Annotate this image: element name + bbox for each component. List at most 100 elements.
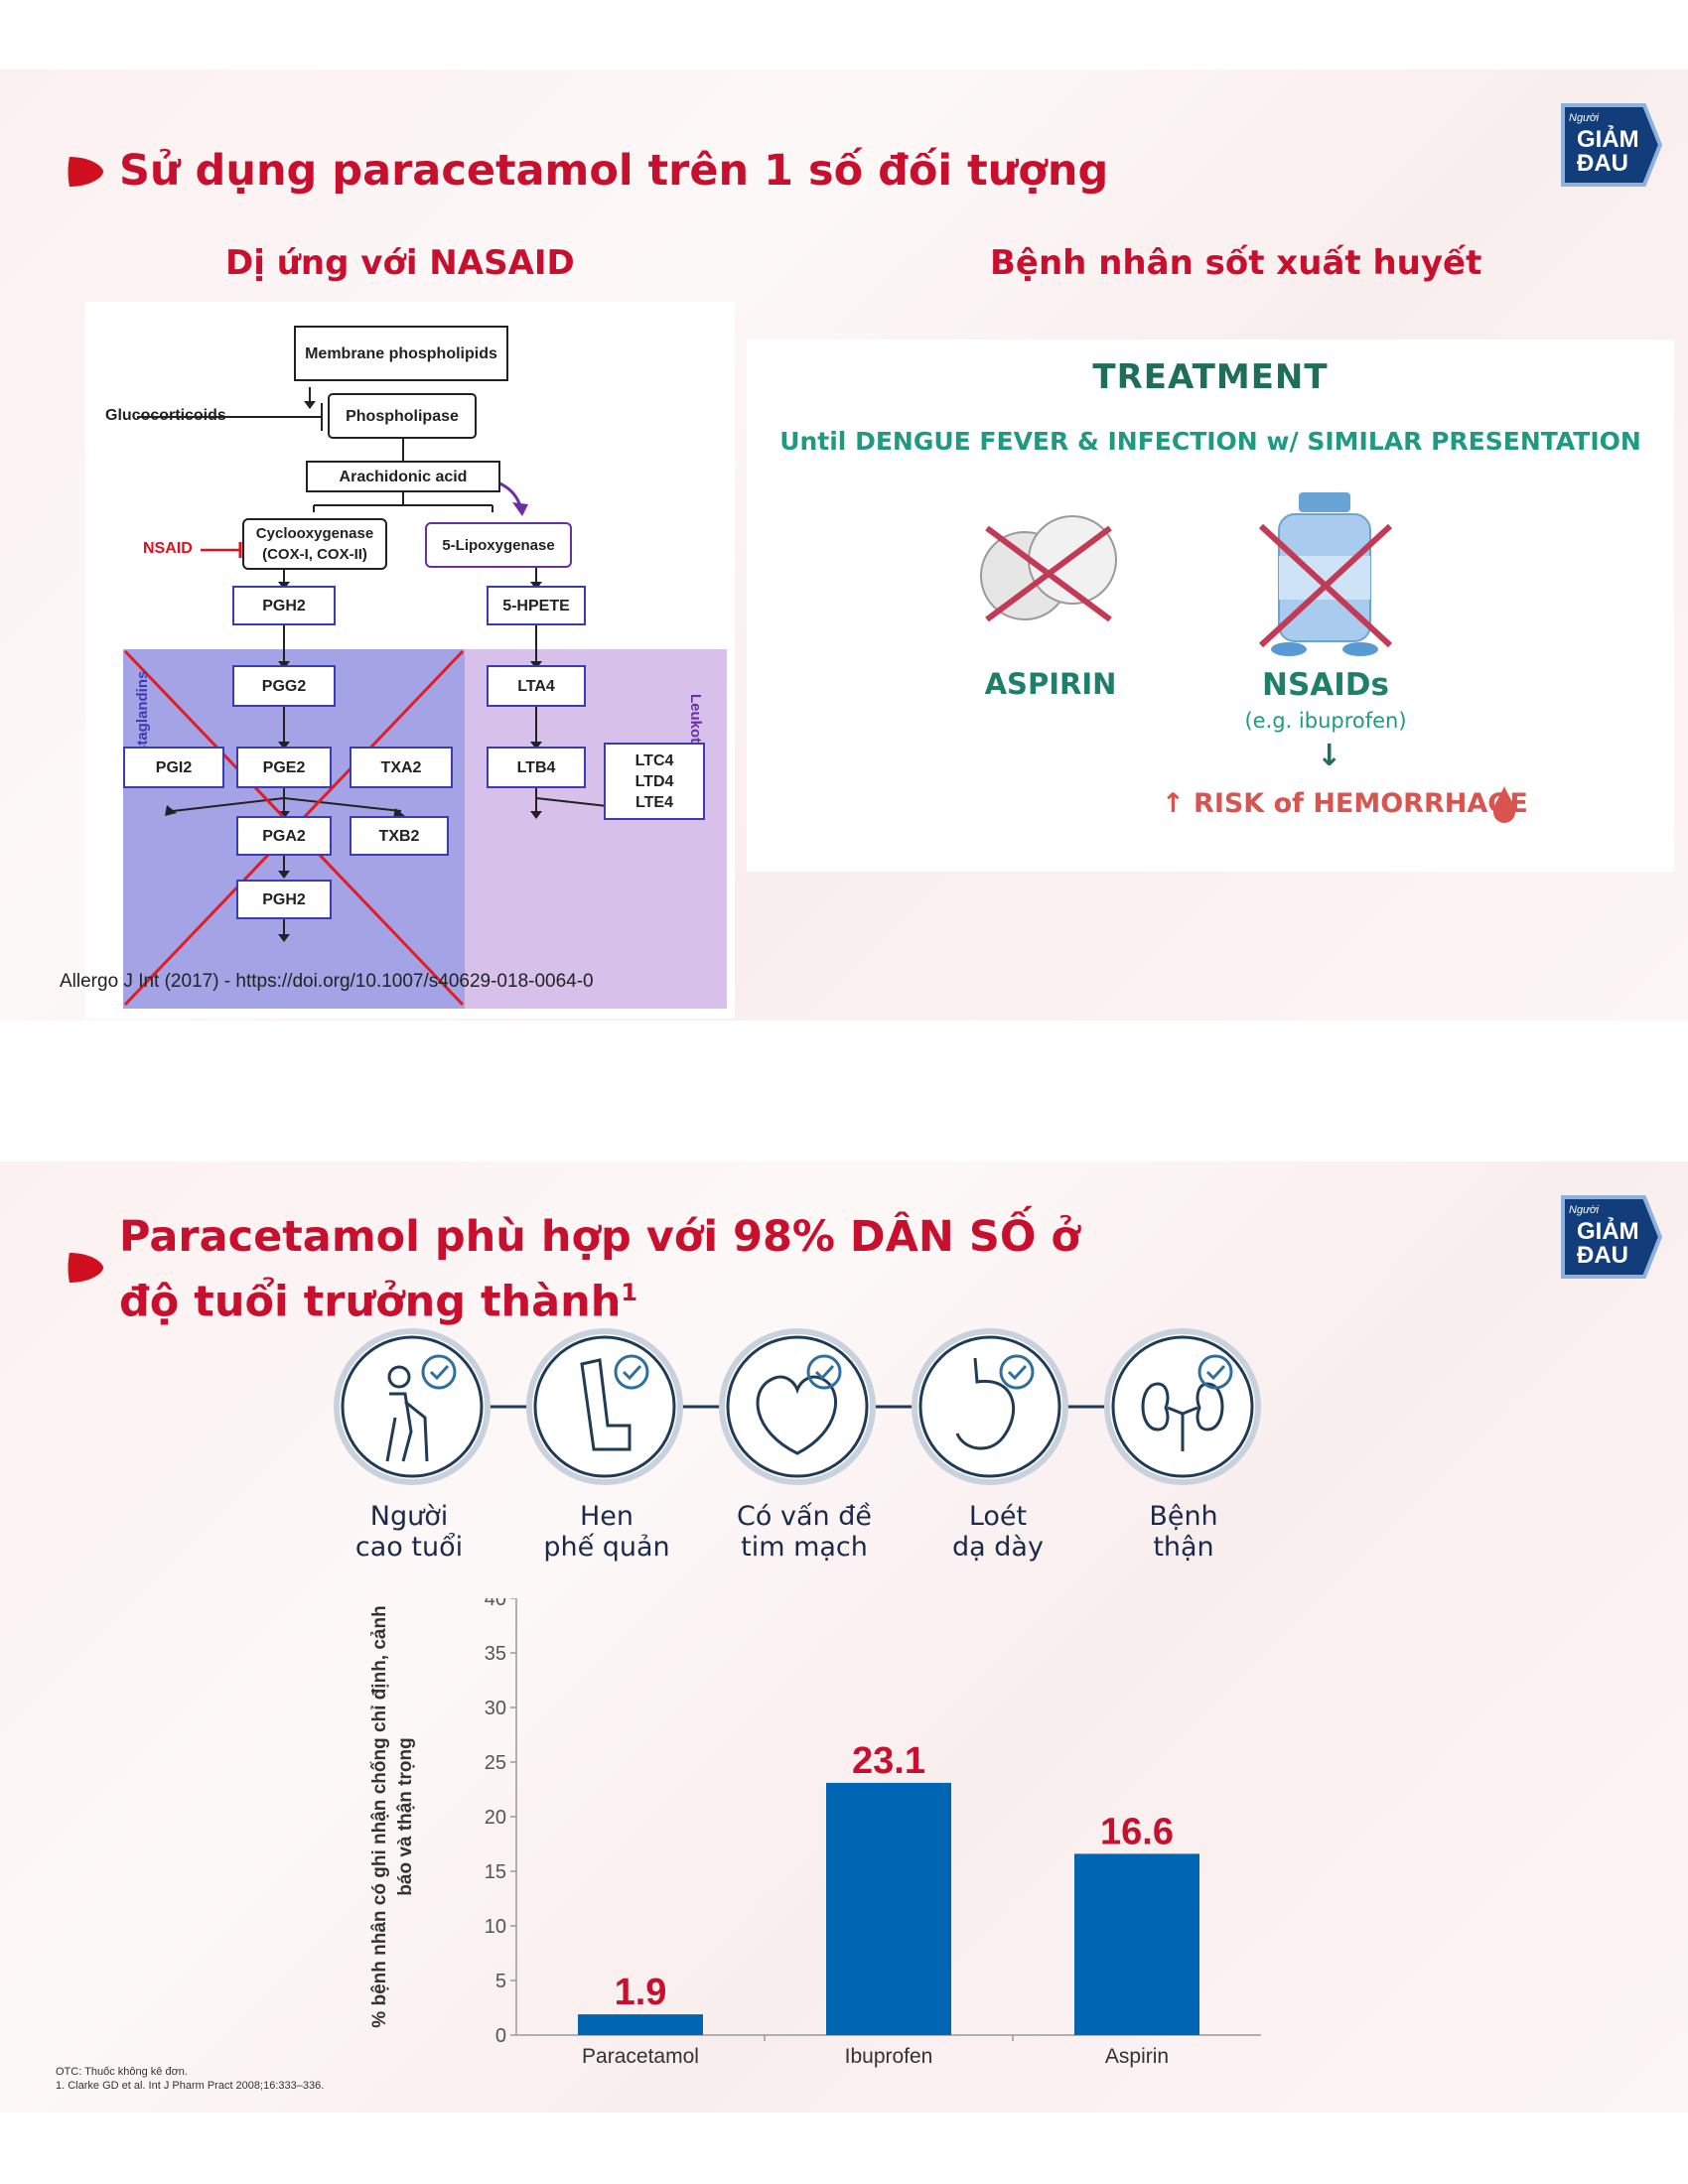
group-label-line1: Loét (968, 1501, 1028, 1532)
slide-title: Paracetamol phù hợp với 98% DÂN SỐ ở độ … (119, 1209, 1112, 1329)
glucocorticoids-label: Glucocorticoids (105, 407, 226, 424)
group-label-line2: tim mạch (741, 1532, 868, 1563)
nsaid-bottle-icon (1258, 492, 1393, 656)
pgh2-bottom-box: PGH2 (236, 880, 332, 919)
group-label-cardiovascular: Có vấn đề tim mạch (705, 1501, 904, 1563)
lta4-box: LTA4 (487, 665, 586, 707)
group-label-line1: Có vấn đề (737, 1501, 872, 1532)
source-citation: Allergo J Int (2017) - https://doi.org/1… (60, 971, 594, 992)
group-label-line2: cao tuổi (354, 1532, 464, 1563)
bar-value-label: 1.9 (615, 1972, 667, 2013)
ltc4-ltd4-lte4-box: LTC4 LTD4 LTE4 (604, 743, 705, 820)
pgh2-box: PGH2 (232, 586, 336, 625)
aspirin-label: ASPIRIN (984, 667, 1117, 701)
group-label-elderly: Người cao tuổi (310, 1501, 508, 1563)
eicosanoid-pathway-diagram: Prostaglandins Leukotrienes Membrane pho… (85, 302, 735, 1019)
treatment-panel: TREATMENT Until DENGUE FEVER & INFECTION… (747, 340, 1674, 872)
x-category-label: Ibuprofen (845, 2045, 933, 2068)
contraindication-bar-chart: 0 5 10 15 20 25 30 35 40 1.9 Paracetamol 23.1 Ibupro… (369, 1598, 1261, 2068)
pga2-box: PGA2 (236, 816, 332, 856)
logo-line2: ĐAU (1577, 150, 1628, 177)
down-arrow-icon: ↓ (1317, 739, 1342, 773)
risk-of-hemorrhage: ↑ RISK of HEMORRHAGE (1162, 788, 1528, 819)
hpete-box: 5-HPETE (487, 586, 586, 625)
txb2-box: TXB2 (350, 816, 449, 856)
title-line1: Paracetamol phù hợp với 98% DÂN SỐ ở (119, 1212, 1080, 1262)
slide-title: Sử dụng paracetamol trên 1 số đối tượng (119, 146, 1109, 196)
group-label-line1: Hen (579, 1501, 634, 1532)
bar-aspirin (1074, 1853, 1199, 2035)
group-label-line1: Bệnh (1149, 1501, 1218, 1532)
right-heading: Bệnh nhân sốt xuất huyết (990, 243, 1482, 283)
x-category-label: Paracetamol (582, 2045, 699, 2068)
lipoxygenase-box: 5-Lipoxygenase (425, 522, 572, 568)
group-label-ulcer: Loét dạ dày (899, 1501, 1097, 1563)
phospholipase-box: Phospholipase (328, 393, 477, 439)
ibuprofen-example: (e.g. ibuprofen) (1244, 709, 1407, 733)
logo-line2: ĐAU (1577, 1242, 1628, 1269)
treatment-subtitle: Until DENGUE FEVER & INFECTION w/ SIMILA… (779, 427, 1641, 456)
logo-small-text: Người (1569, 112, 1600, 124)
treatment-title: TREATMENT (1092, 357, 1329, 397)
y-tick-label: 10 (485, 1916, 506, 1938)
y-tick-label: 15 (485, 1861, 506, 1883)
group-label-asthma: Hen phế quản (507, 1501, 706, 1563)
nsaids-label: NSAIDs (1262, 667, 1389, 703)
logo-line1: GIẢM (1577, 1216, 1639, 1245)
group-label-kidney: Bệnh thận (1084, 1501, 1283, 1563)
lte4-label: LTE4 (635, 793, 673, 811)
cyclooxygenase-box: Cyclooxygenase (COX-I, COX-II) (242, 518, 387, 570)
title-footnote-marker: 1 (621, 1279, 638, 1306)
blood-drop-icon (1493, 786, 1515, 823)
y-tick-label: 0 (495, 2025, 506, 2047)
bar-value-label: 23.1 (852, 1740, 925, 1782)
slide-paracetamol-98-percent: Người GIẢM ĐAU Paracetamol phù hợp với 9… (0, 1161, 1688, 2113)
pgi2-box: PGI2 (123, 747, 224, 788)
pge2-box: PGE2 (236, 747, 332, 788)
giam-dau-logo: Người GIẢM ĐAU (1561, 103, 1663, 187)
title-bullet-icon (68, 157, 103, 187)
y-axis-label-line2: báo và thận trọng (395, 1737, 416, 1895)
logo-small-text: Người (1569, 1204, 1600, 1216)
left-heading: Dị ứng với NASAID (225, 243, 575, 283)
ltd4-label: LTD4 (634, 772, 674, 790)
ltb4-box: LTB4 (487, 747, 586, 788)
leukotrienes-region (465, 649, 727, 1009)
x-category-label: Aspirin (1105, 2045, 1169, 2068)
giam-dau-logo: Người GIẢM ĐAU (1561, 1195, 1663, 1279)
footnote-otc: OTC: Thuốc không kê đơn. (56, 2066, 188, 2078)
y-tick-label: 30 (485, 1698, 506, 1719)
y-tick-label: 5 (495, 1971, 506, 1992)
ltc4-label: LTC4 (634, 751, 674, 769)
slide-paracetamol-special-groups: Người GIẢM ĐAU Sử dụng paracetamol trên … (0, 69, 1688, 1021)
bar-paracetamol (578, 2014, 703, 2035)
kidney-icon (1104, 1328, 1261, 1485)
group-label-line2: dạ dày (952, 1532, 1044, 1563)
y-tick-label: 35 (485, 1643, 506, 1665)
inhaler-icon (526, 1328, 683, 1485)
aspirin-tablets-icon (980, 515, 1117, 622)
footnotes: OTC: Thuốc không kê đơn. 1. Clarke GD et… (56, 2065, 324, 2093)
patient-groups-icons (334, 1328, 1261, 1485)
stomach-icon (912, 1328, 1068, 1485)
heart-icon (719, 1328, 876, 1485)
title-bullet-icon (68, 1253, 103, 1283)
footnote-reference: 1. Clarke GD et al. Int J Pharm Pract 20… (56, 2080, 325, 2092)
bar-ibuprofen (826, 1782, 951, 2035)
group-label-line2: phế quản (543, 1532, 670, 1563)
bar-value-label: 16.6 (1100, 1811, 1174, 1852)
y-axis-label-line1: % bệnh nhân có ghi nhận chống chỉ định, … (369, 1605, 390, 2027)
pgg2-box: PGG2 (232, 665, 336, 707)
nsaid-label: NSAID (143, 540, 193, 557)
logo-line1: GIẢM (1577, 124, 1639, 153)
membrane-phospholipids-box: Membrane phospholipids (294, 326, 508, 381)
title-line2: độ tuổi trưởng thành (119, 1277, 622, 1327)
y-tick-label: 25 (485, 1752, 506, 1774)
y-tick-label: 20 (485, 1807, 506, 1829)
arachidonic-acid-box: Arachidonic acid (306, 461, 500, 492)
y-tick-label: 40 (485, 1598, 506, 1610)
group-label-line1: Người (369, 1501, 449, 1532)
group-label-line2: thận (1153, 1532, 1214, 1563)
elderly-person-icon (334, 1328, 491, 1485)
txa2-box: TXA2 (350, 747, 453, 788)
